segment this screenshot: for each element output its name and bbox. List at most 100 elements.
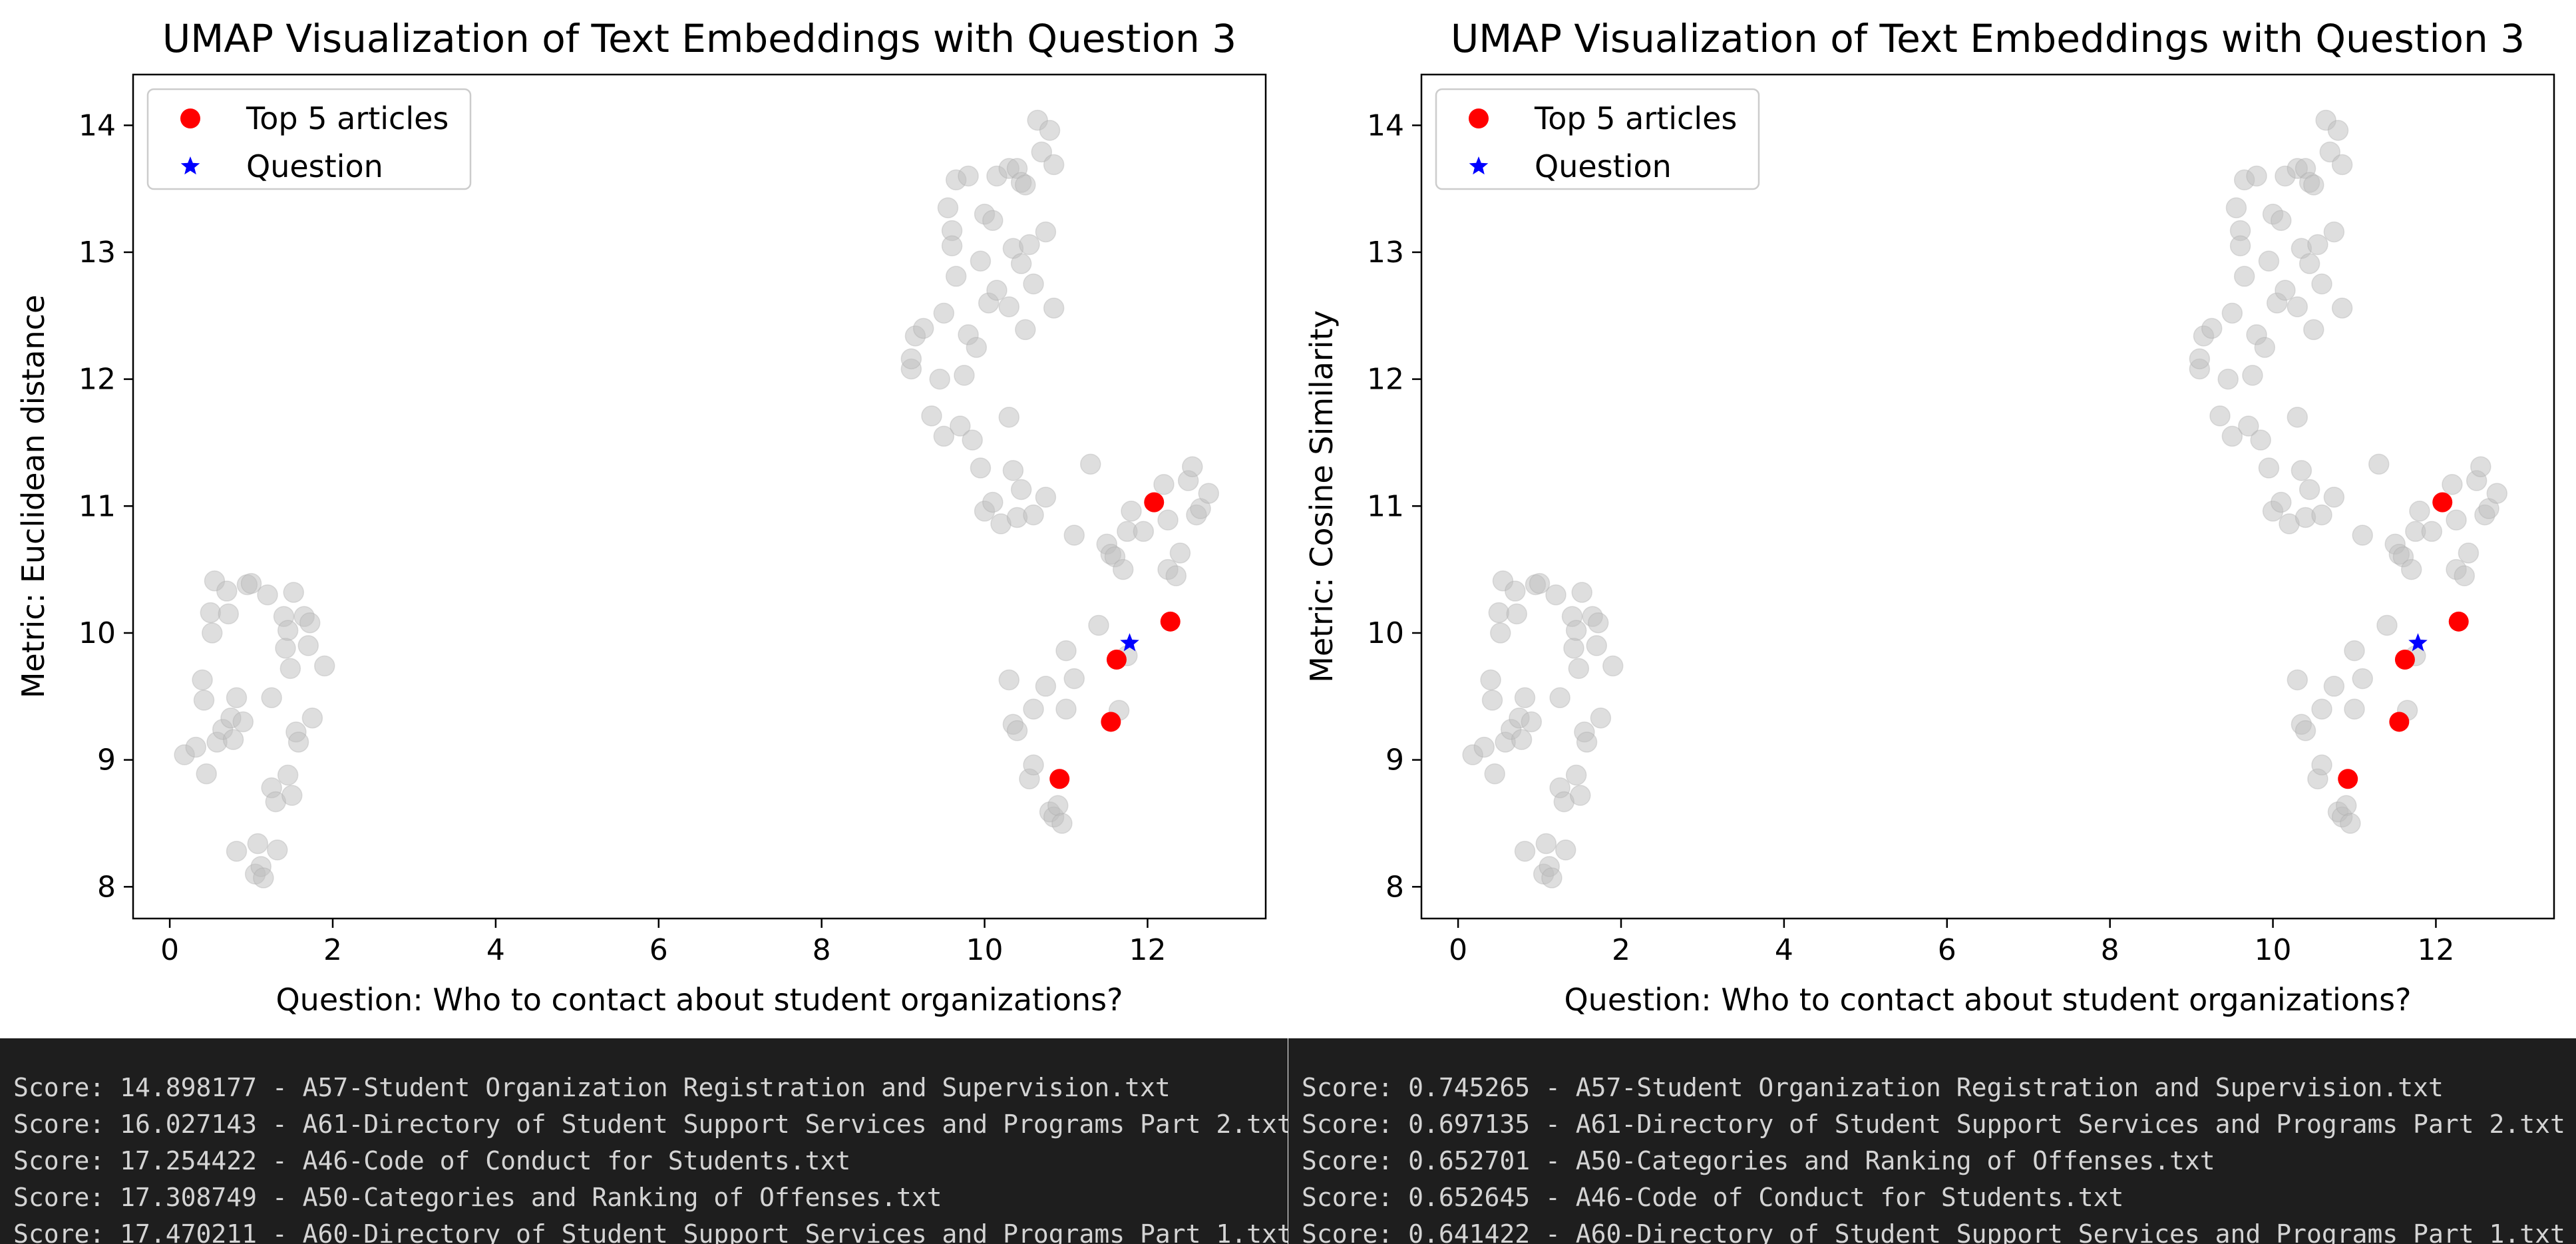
article-point bbox=[2340, 813, 2361, 834]
article-point bbox=[1035, 221, 1057, 243]
top-article-point bbox=[2448, 611, 2469, 632]
article-point bbox=[998, 669, 1020, 691]
article-point bbox=[1602, 655, 1624, 677]
article-point bbox=[1023, 698, 1044, 720]
article-point bbox=[301, 707, 323, 729]
article-point bbox=[1490, 622, 1511, 644]
article-point bbox=[1039, 120, 1061, 141]
article-point bbox=[2352, 524, 2374, 546]
article-point bbox=[2454, 565, 2476, 586]
series-question bbox=[1120, 633, 1139, 652]
article-point bbox=[929, 368, 950, 390]
article-point bbox=[2307, 234, 2328, 256]
article-point bbox=[945, 266, 967, 287]
article-point bbox=[1488, 602, 1510, 624]
article-point bbox=[1484, 763, 1505, 785]
article-point bbox=[1565, 620, 1587, 641]
article-point bbox=[2344, 698, 2365, 720]
series-question bbox=[2408, 633, 2428, 652]
plot-frame bbox=[1420, 73, 2555, 920]
plot-area bbox=[1421, 75, 2554, 919]
article-point bbox=[1006, 720, 1028, 741]
article-point bbox=[2352, 668, 2374, 690]
article-point bbox=[247, 833, 269, 855]
question-point bbox=[2408, 633, 2428, 652]
article-point bbox=[2368, 453, 2390, 475]
article-point bbox=[2458, 542, 2480, 564]
x-tick-label: 4 bbox=[1775, 933, 1793, 967]
article-point bbox=[2217, 368, 2239, 390]
article-point bbox=[2209, 405, 2231, 427]
top-article-point bbox=[2338, 769, 2358, 789]
article-point bbox=[1063, 524, 1085, 546]
article-point bbox=[1480, 669, 1501, 691]
x-axis-label: Question: Who to contact about student o… bbox=[276, 982, 1123, 1018]
article-point bbox=[2254, 337, 2276, 358]
console-line: Score: 17.254422 - A46-Code of Conduct f… bbox=[13, 1146, 851, 1175]
article-point bbox=[2331, 154, 2353, 176]
console-line: Score: 0.652645 - A46-Code of Conduct fo… bbox=[1302, 1183, 2124, 1212]
y-tick-label: 8 bbox=[1385, 870, 1404, 904]
article-point bbox=[1587, 612, 1609, 634]
article-point bbox=[1010, 253, 1032, 274]
series-articles bbox=[1462, 109, 2508, 889]
article-point bbox=[1545, 584, 1566, 606]
article-point bbox=[900, 348, 922, 369]
article-point bbox=[1023, 273, 1044, 295]
article-point bbox=[1153, 474, 1175, 495]
article-point bbox=[1079, 453, 1101, 475]
top-article-point bbox=[1049, 769, 1070, 789]
article-point bbox=[287, 731, 309, 753]
article-point bbox=[1121, 501, 1142, 522]
article-point bbox=[2258, 457, 2280, 479]
article-point bbox=[222, 729, 244, 750]
article-point bbox=[2303, 174, 2324, 196]
article-point bbox=[1514, 841, 1536, 862]
article-point bbox=[1198, 483, 1220, 504]
article-point bbox=[950, 415, 971, 437]
x-axis-label: Question: Who to contact about student o… bbox=[1564, 982, 2411, 1018]
article-point bbox=[1576, 731, 1598, 753]
article-point bbox=[275, 638, 296, 659]
article-point bbox=[998, 296, 1020, 317]
plot-frame bbox=[132, 73, 1267, 920]
article-point bbox=[2221, 425, 2243, 447]
article-point bbox=[970, 457, 992, 479]
legend-label: Top 5 articles bbox=[246, 101, 449, 136]
console-line: Score: 0.745265 - A57-Student Organizati… bbox=[1302, 1073, 2444, 1102]
legend-box bbox=[146, 88, 472, 190]
y-tick-label: 12 bbox=[79, 363, 116, 397]
y-tick-label: 10 bbox=[79, 616, 116, 650]
article-point bbox=[2201, 317, 2223, 339]
article-point bbox=[941, 235, 963, 257]
article-point bbox=[1055, 698, 1077, 720]
x-tick-label: 6 bbox=[649, 933, 668, 967]
article-point bbox=[2344, 640, 2365, 662]
legend-label: Question bbox=[246, 148, 383, 184]
article-point bbox=[1505, 580, 1526, 602]
article-point bbox=[2311, 754, 2332, 776]
article-point bbox=[1511, 729, 1533, 750]
x-tick-label: 12 bbox=[2417, 933, 2454, 967]
legend-label: Top 5 articles bbox=[1534, 101, 1737, 136]
article-point bbox=[2311, 698, 2332, 720]
legend-marker-question bbox=[180, 156, 200, 175]
article-point bbox=[921, 405, 942, 427]
x-tick-label: 8 bbox=[2101, 933, 2119, 967]
article-point bbox=[2229, 235, 2251, 257]
article-point bbox=[218, 603, 240, 625]
x-tick-label: 10 bbox=[2255, 933, 2292, 967]
article-point bbox=[937, 197, 959, 218]
article-point bbox=[257, 584, 278, 606]
article-point bbox=[970, 250, 992, 272]
article-point bbox=[299, 612, 321, 634]
article-point bbox=[192, 669, 213, 691]
legend-marker-top-5 bbox=[1469, 108, 1489, 128]
console-line: Score: 0.697135 - A61-Directory of Stude… bbox=[1302, 1110, 2565, 1139]
article-point bbox=[2323, 487, 2345, 508]
article-point bbox=[2295, 720, 2316, 741]
article-point bbox=[2299, 479, 2320, 501]
article-point bbox=[277, 620, 299, 641]
article-point bbox=[966, 337, 988, 358]
legend-label: Question bbox=[1535, 148, 1672, 184]
